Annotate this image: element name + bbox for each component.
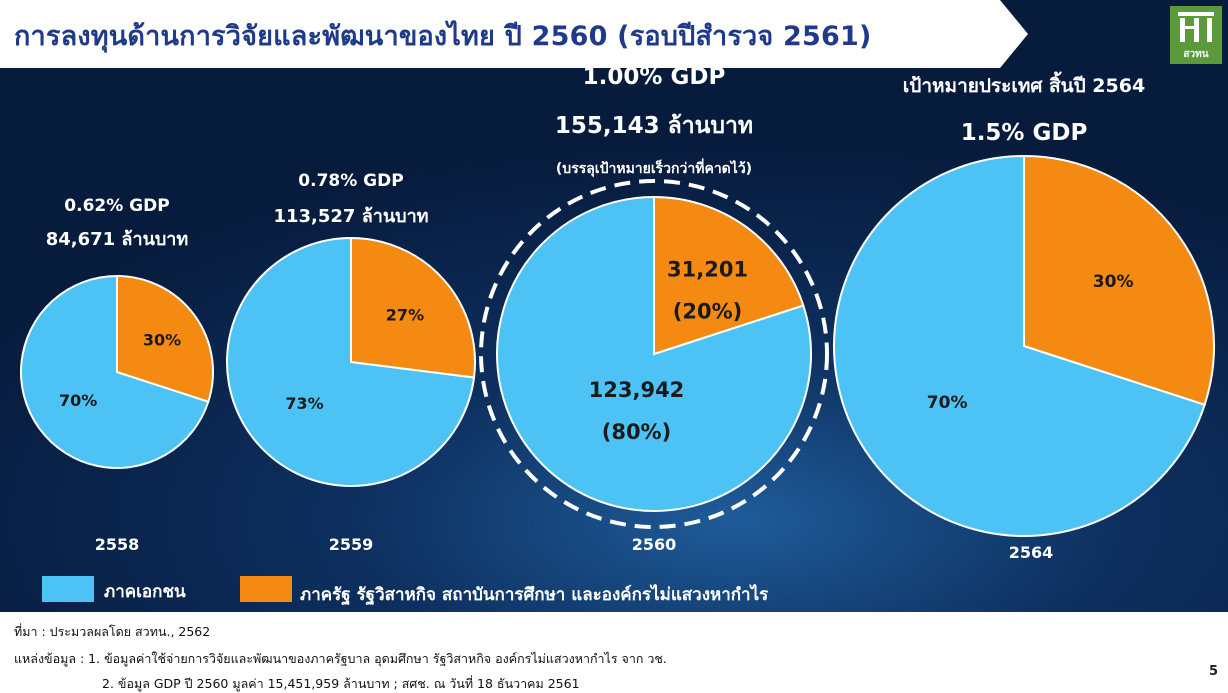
data-label-public: 30% (143, 330, 181, 349)
chart-heading: 84,671 ล้านบาท (46, 229, 189, 250)
chart-heading: เป้าหมายประเทศ สิ้นปี 2564 (903, 71, 1145, 97)
legend-swatch-private (42, 576, 94, 602)
logo: สวทน (1170, 6, 1222, 64)
logo-caption: สวทน (1183, 49, 1209, 60)
chart-heading: 113,527 ล้านบาท (273, 206, 428, 227)
pie-slice-private (496, 195, 812, 512)
data-label-public-pct: (20%) (673, 299, 742, 323)
year-label: 2559 (329, 535, 374, 554)
data-label-private-pct: (80%) (602, 420, 671, 444)
building-logo-icon (1178, 12, 1214, 42)
page-title: การลงทุนด้านการวิจัยและพัฒนาของไทย ปี 25… (14, 21, 872, 52)
pie-slice-public (116, 274, 214, 403)
legend-label-private: ภาคเอกชน (104, 582, 186, 602)
data-source-2: 2. ข้อมูล GDP ปี 2560 มูลค่า 15,451,959 … (102, 676, 580, 691)
data-label-private: 73% (285, 394, 323, 413)
pie-slice-public (1023, 154, 1215, 406)
data-label-public: 30% (1093, 272, 1134, 292)
legend-label-public: ภาครัฐ รัฐวิสาหกิจ สถาบันการศึกษา และองค… (300, 585, 769, 605)
year-label: 2564 (1009, 543, 1054, 562)
data-label-private: 123,942 (589, 378, 685, 402)
pie-slice-private (833, 154, 1206, 537)
footer: ที่มา : ประมวลผลโดย สวทน., 2562 แหล่งข้อ… (0, 612, 1228, 693)
highlight-ring (479, 179, 829, 529)
source-note: ที่มา : ประมวลผลโดย สวทน., 2562 (14, 624, 211, 639)
data-label-private: 70% (59, 391, 97, 410)
data-label-private: 70% (927, 393, 968, 413)
chart-heading: 1.00% GDP (583, 64, 726, 90)
legend-swatch-public (240, 576, 292, 602)
chart-heading: 0.62% GDP (64, 196, 169, 216)
chart-heading: 0.78% GDP (298, 171, 403, 191)
pie-slice-public (653, 195, 805, 356)
chart-heading: 155,143 ล้านบาท (555, 113, 753, 139)
pie-charts: 30% 70% 0.62% GDP 84,671 ล้านบาท 2558 27% 73% 0… (20, 64, 1215, 562)
year-label: 2560 (632, 535, 677, 554)
pie-slice-public (350, 236, 476, 379)
chart-heading: (บรรลุเป้าหมายเร็วกว่าที่คาดไว้) (556, 158, 752, 177)
data-label-public: 31,201 (667, 257, 748, 281)
year-label: 2558 (95, 535, 140, 554)
data-source-1: แหล่งข้อมูล : 1. ข้อมูลค่าใช้จ่ายการวิจั… (14, 651, 667, 666)
pie-slice-private (20, 274, 210, 469)
title-banner (0, 0, 1028, 68)
data-label-public: 27% (386, 305, 424, 324)
page-number: 5 (1208, 664, 1218, 679)
chart-heading: 1.5% GDP (961, 120, 1088, 146)
